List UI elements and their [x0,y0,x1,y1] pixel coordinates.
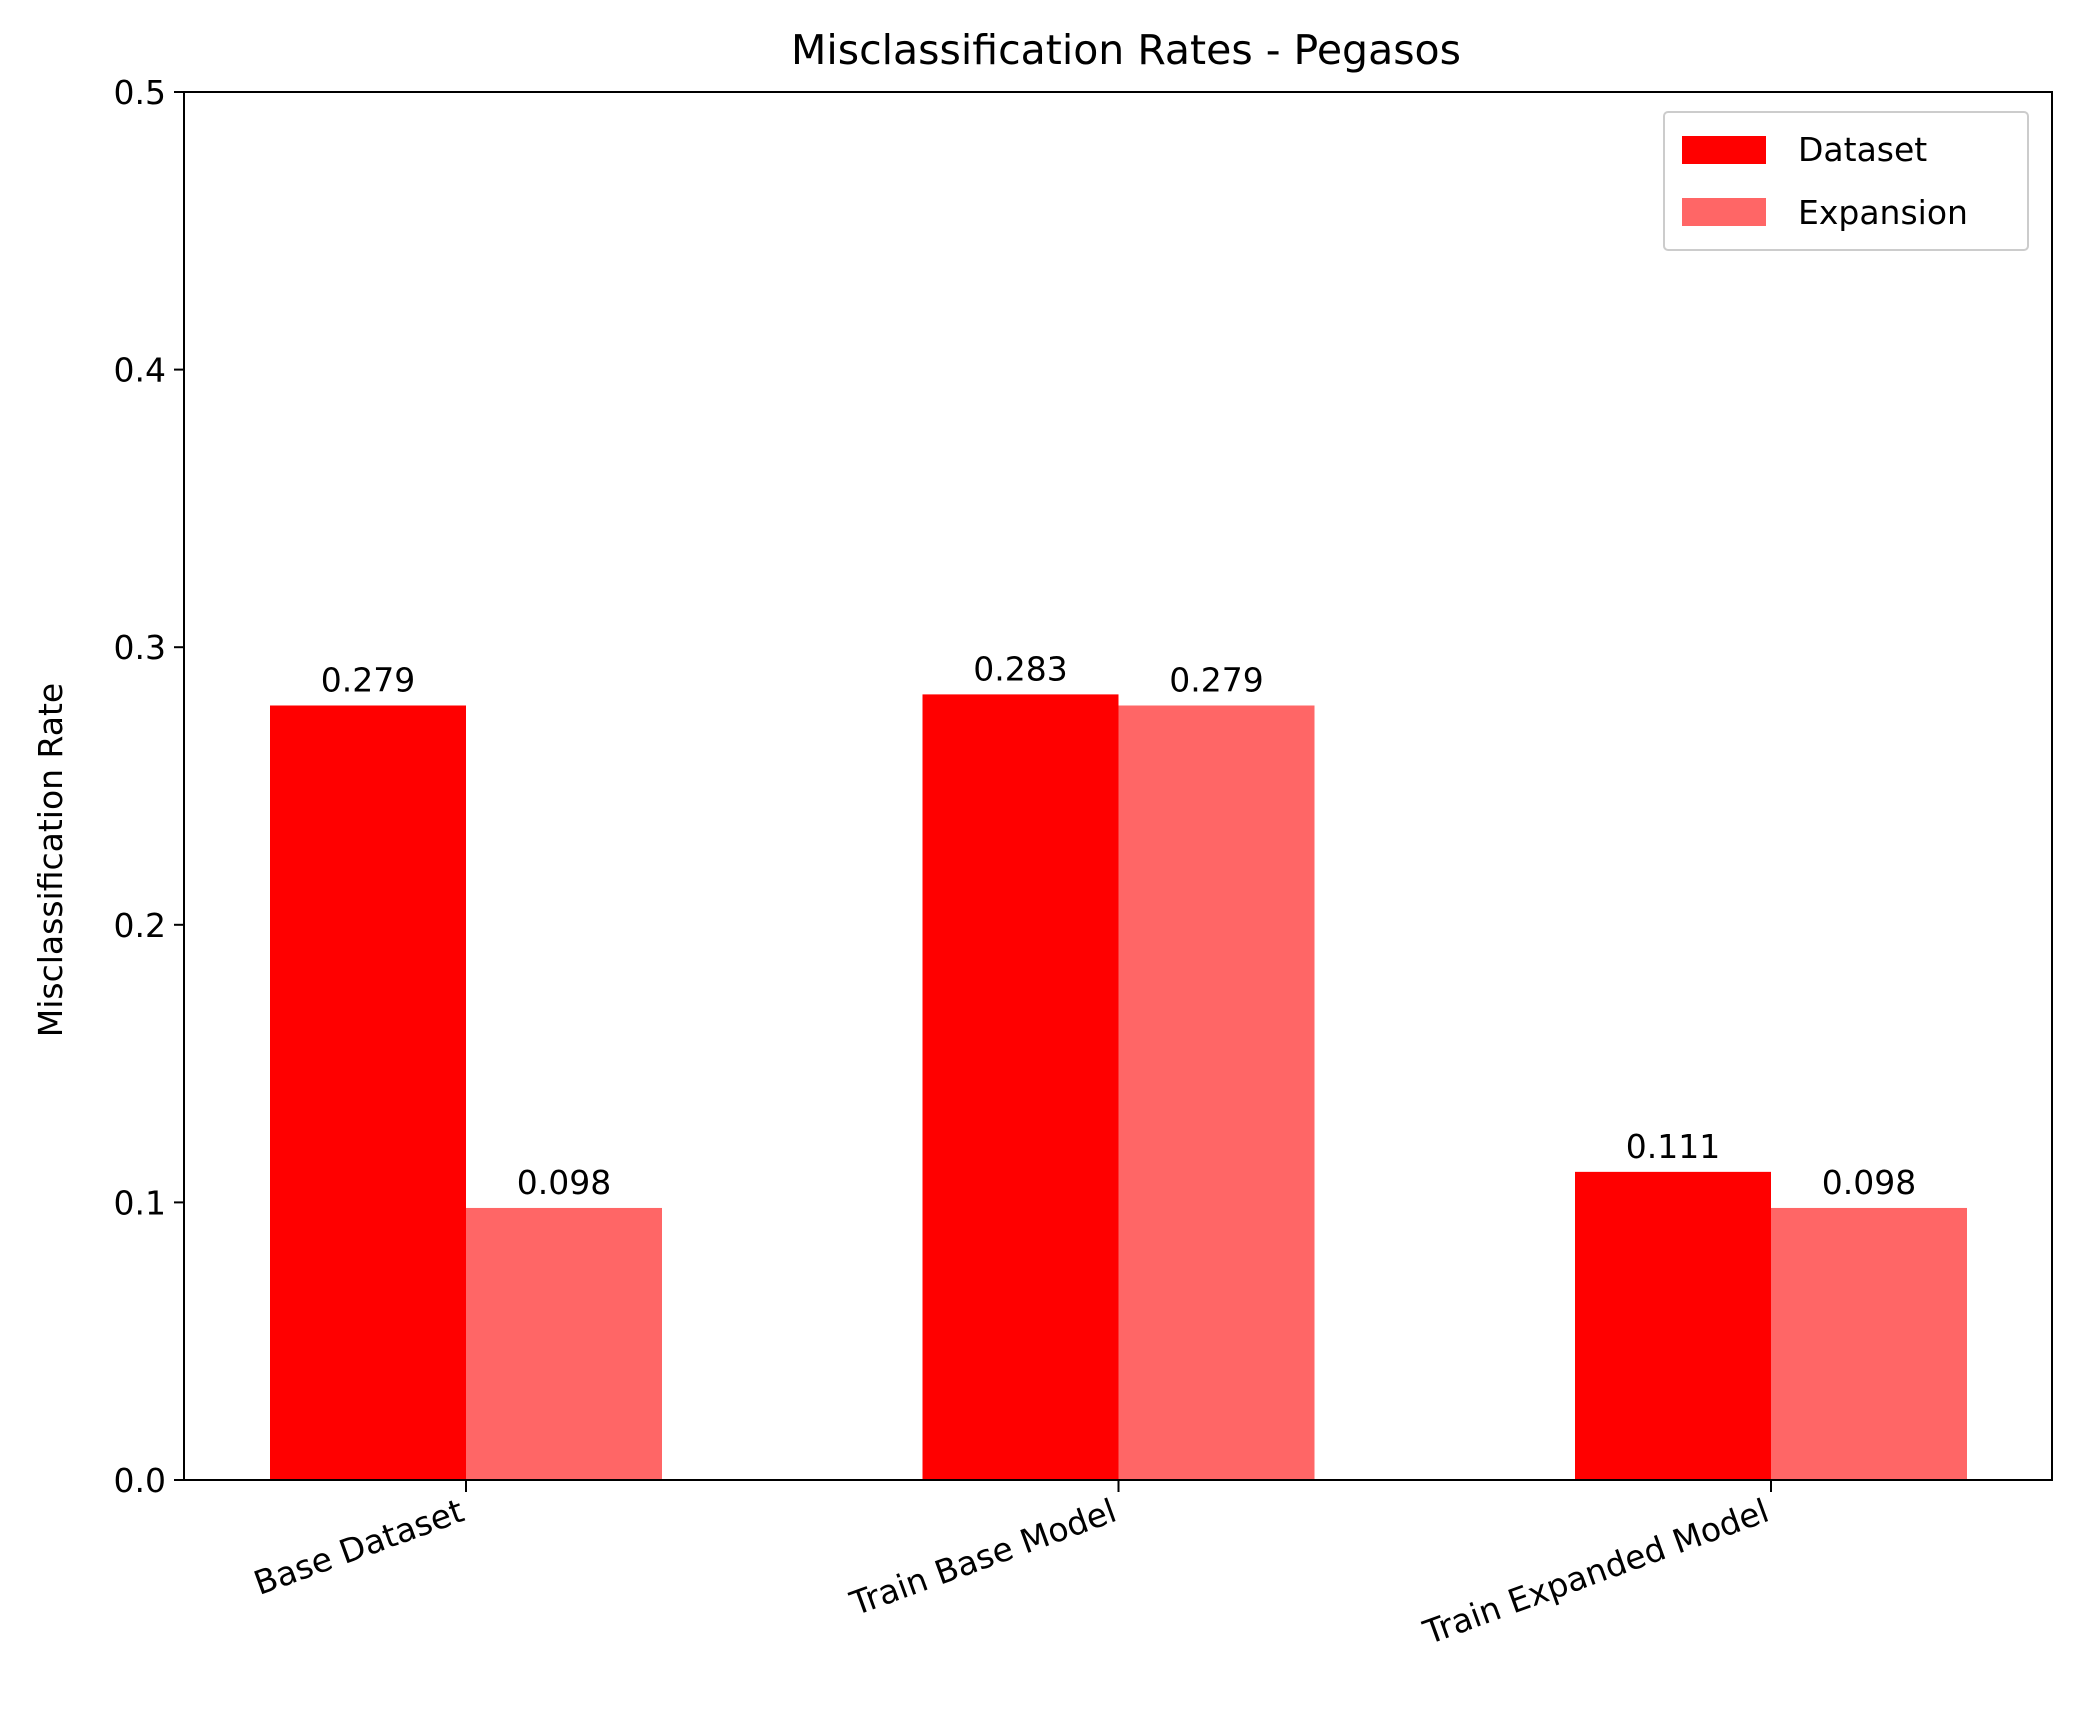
legend-swatch-dataset [1682,136,1766,164]
legend-label-dataset: Dataset [1798,130,1927,169]
y-tick-label: 0.2 [114,906,166,945]
y-tick-label: 0.1 [114,1183,166,1222]
plot-frame [183,91,2053,1481]
data-label: 0.279 [1169,660,1263,699]
bar-expansion-2 [1771,1207,1967,1480]
y-tick-label: 0.5 [114,73,166,112]
data-label: 0.283 [973,649,1067,688]
bar-dataset-0 [270,705,466,1480]
x-tick-label: Train Base Model [844,1491,1121,1624]
legend-swatch-expansion [1682,198,1766,226]
x-tick-label: Train Expanded Model [1417,1491,1773,1652]
data-label: 0.111 [1626,1127,1720,1166]
y-tick-label: 0.0 [114,1461,166,1500]
bar-expansion-1 [1118,705,1315,1480]
legend: Dataset Expansion [1663,111,2029,251]
y-axis-label: Misclassification Rate [31,683,70,1037]
data-labels-group: 0.279 0.098 0.283 0.279 0.111 0.098 [321,649,1916,1202]
data-label: 0.279 [321,660,415,699]
y-tick-label: 0.4 [114,351,166,390]
bar-dataset-1 [922,694,1119,1480]
y-axis: 0.0 0.1 0.2 0.3 0.4 0.5 [114,73,184,1500]
data-label: 0.098 [1822,1163,1916,1202]
bars-group [270,694,1967,1480]
x-axis: Base Dataset Train Base Model Train Expand… [249,1480,1774,1652]
x-tick-label: Base Dataset [249,1491,469,1603]
y-tick-label: 0.3 [114,628,166,667]
bar-expansion-0 [466,1207,662,1480]
chart-title: Misclassification Rates - Pegasos [791,26,1461,74]
data-label: 0.098 [517,1163,611,1202]
legend-label-expansion: Expansion [1798,193,1968,232]
bar-dataset-2 [1575,1171,1771,1480]
